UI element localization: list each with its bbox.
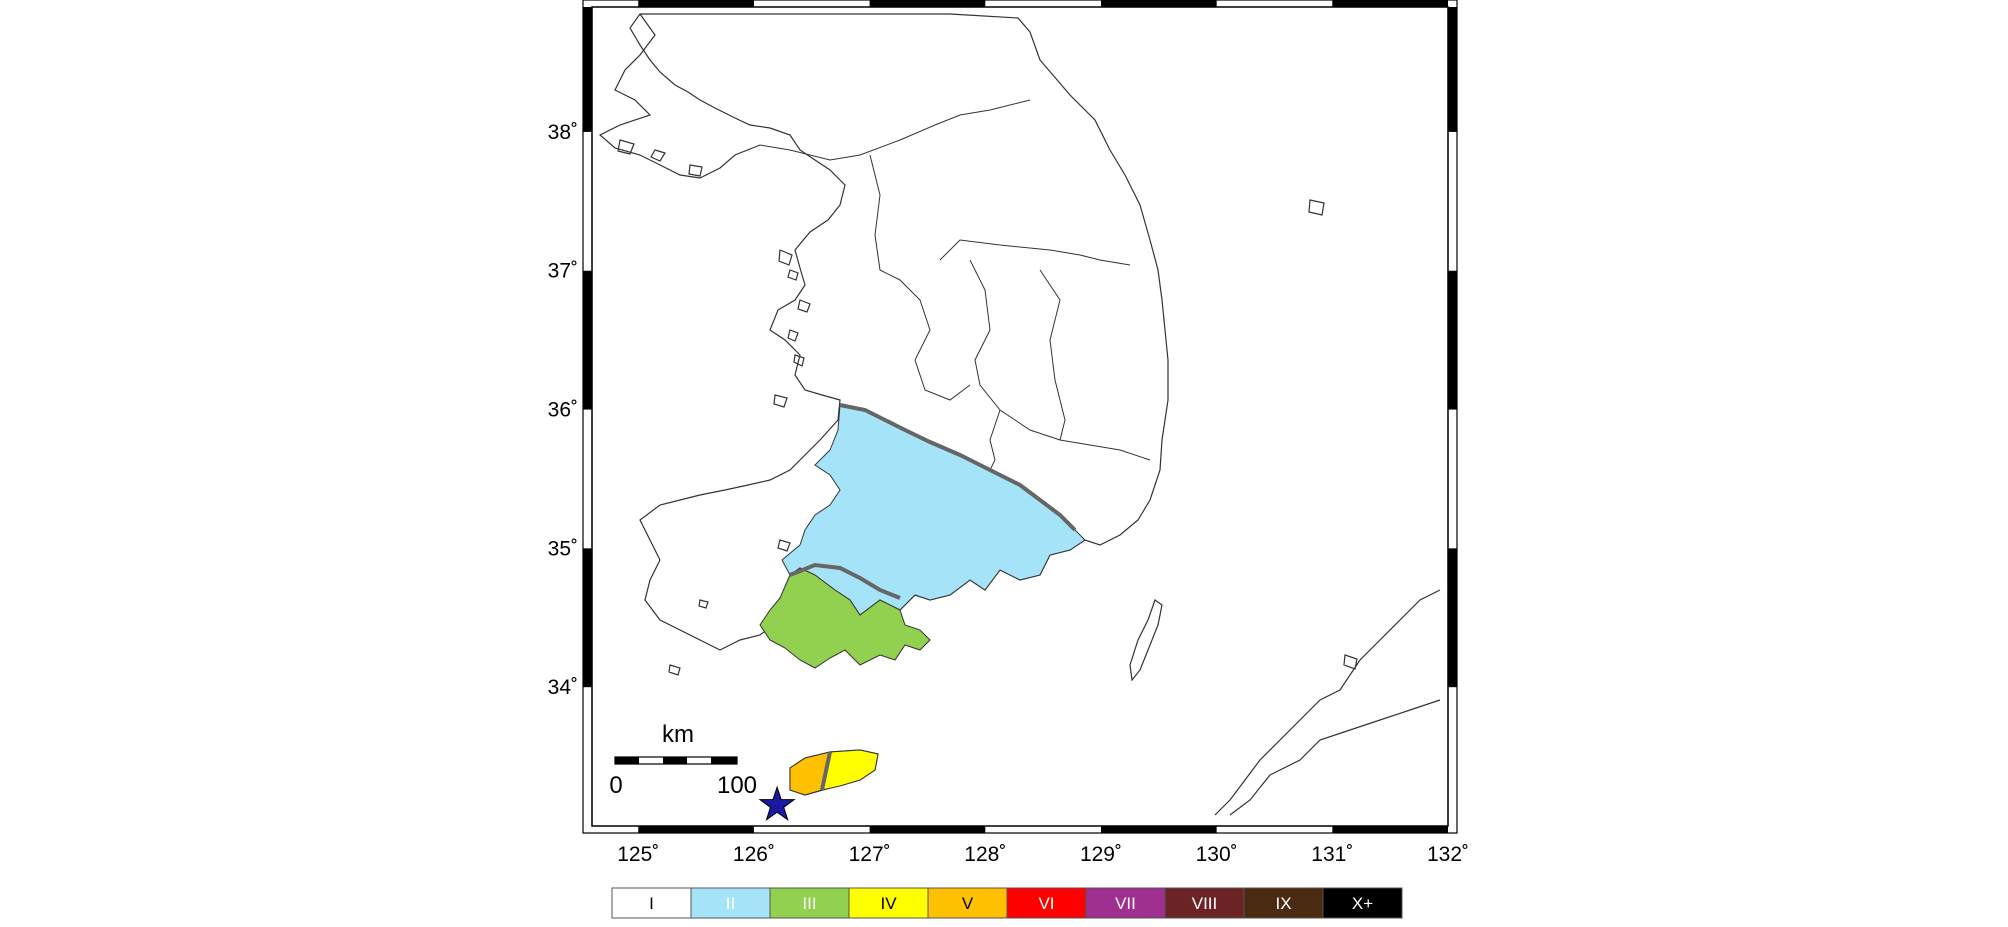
lon-tick-label: 129˚ [1080,843,1122,866]
legend-item: IX [1243,887,1324,919]
scale-end-label: 100 [717,772,757,799]
zone-ii-contour [839,403,1077,532]
legend-label: VII [1115,894,1136,913]
frame-bar [638,826,754,833]
scale-bar-segment [711,757,737,764]
frame-bar [869,826,986,833]
legend-item: II [690,887,771,919]
scale-bar: km 0 100 [609,721,757,799]
legend-swatch [690,887,771,919]
axis-ticks: 38˚ 37˚ 36˚ 35˚ 34˚ 125˚ 126˚ 127˚ 128˚ 129˚ 130˚ 1… [548,121,1469,866]
legend-item: X+ [1322,887,1403,919]
lon-tick-label: 125˚ [617,843,659,866]
intensity-zone-iii [759,567,931,669]
map-frame [582,0,1458,834]
frame-bar [1332,0,1448,7]
lat-tick-label: 37˚ [548,260,578,283]
frame-bar [583,7,592,132]
legend-swatch [927,887,1008,919]
legend-swatch [1085,887,1166,919]
legend-item: V [927,887,1008,919]
legend-swatch [769,887,850,919]
lon-tick-label: 131˚ [1311,843,1353,866]
scale-bar-segment [663,757,687,764]
legend-item: IV [848,887,929,919]
northwest-coast [598,13,761,179]
intensity-zone-iv [821,749,879,791]
lon-tick-label: 132˚ [1427,843,1469,866]
zone-v-contour [820,751,832,791]
japan-coastline [1214,589,1441,816]
frame-bar [1100,0,1217,7]
zone-iii-contour [789,562,901,600]
legend-label: III [802,894,816,913]
lat-tick-label: 36˚ [548,399,578,422]
frame-bar [583,270,592,410]
legend-label: I [649,894,654,913]
legend-swatch [1164,887,1245,919]
frame-outer [582,0,1458,834]
tsushima-island [1129,599,1163,682]
intensity-zone-ii [781,404,1086,616]
lon-tick-label: 127˚ [849,843,891,866]
epicenter-star-icon [758,785,796,821]
legend-label: II [726,894,735,913]
scale-start-label: 0 [609,772,622,799]
frame-inner [591,6,1449,827]
lon-tick-label: 126˚ [733,843,775,866]
intensity-zones [759,403,1086,796]
frame-bar [869,0,986,7]
frame-bar [1100,826,1217,833]
legend-swatch [1006,887,1087,919]
legend-swatch [1322,887,1403,919]
legend-item: VIII [1164,887,1245,919]
land-layer [598,13,1441,816]
frame-bar [638,0,754,7]
legend-swatch [1243,887,1324,919]
legend-swatch [611,887,692,919]
legend-label: VIII [1192,894,1218,913]
frame-bar [583,548,592,688]
frame-bar [1448,548,1457,688]
legend-label: X+ [1352,894,1373,913]
legend-label: IV [880,894,897,913]
province-borders [759,99,1151,481]
peninsula-coastline [629,13,1169,651]
frame-bar [1448,270,1457,410]
scale-bar-segment [615,757,639,764]
lat-tick-label: 38˚ [548,121,578,144]
frame-bar [1332,826,1448,833]
scale-unit-label: km [662,721,694,748]
islands-west [617,139,1358,676]
legend-label: IX [1275,894,1291,913]
lat-tick-label: 34˚ [548,676,578,699]
frame-bar [1448,7,1457,132]
legend-item: I [611,887,692,919]
legend-label: V [962,894,974,913]
legend-item: VII [1085,887,1166,919]
lat-tick-label: 35˚ [548,537,578,560]
lon-tick-label: 128˚ [964,843,1006,866]
legend-label: VI [1038,894,1054,913]
lon-tick-label: 130˚ [1196,843,1238,866]
intensity-legend: I II III IV V VI VII VIII IX X+ [611,887,1403,919]
legend-item: III [769,887,850,919]
legend-item: VI [1006,887,1087,919]
